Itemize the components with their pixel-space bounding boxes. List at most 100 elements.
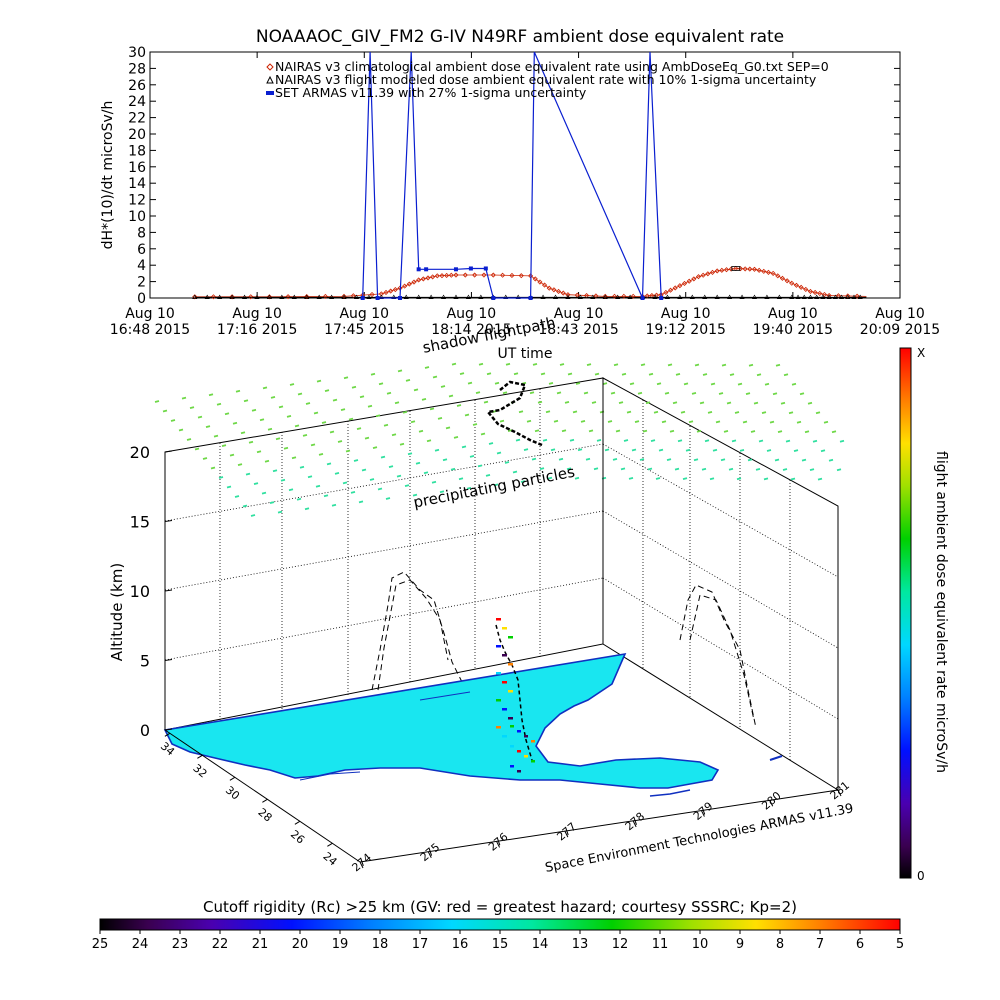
rigidity-tick-label: 13 [572,937,589,952]
particle-mark [572,410,578,414]
modeled-point [807,294,813,299]
particle-mark [567,372,573,376]
particle-mark [513,372,519,376]
climatological-point [425,275,431,281]
rigidity-colorbar-gradient [99,918,901,931]
modeled-point [739,294,745,299]
climatological-point [518,273,524,279]
particle-mark [421,398,427,401]
particle-mark [154,400,160,403]
flightpath-dose-mark [510,725,514,728]
precipitating-particles-annotation: precipitating particles [412,463,577,512]
rigidity-tick-label: 8 [776,937,784,952]
flightpath-upper [485,380,543,447]
particle-mark [242,504,248,508]
dose-colorbar: X 0 flight ambient dose equivalent rate … [899,346,949,883]
particle-mark [626,410,632,414]
climatological-point [817,290,823,297]
modeled-point [702,294,708,299]
particle-mark [234,495,240,498]
lat-tick-label: 32 [190,762,209,781]
flightpath-trace [485,380,543,773]
climatological-point [854,293,860,299]
particle-mark [640,363,646,367]
particle-mark [675,373,681,376]
x-tick-label-time: 18:14 2015 [431,322,511,338]
modeled-point [515,294,521,299]
particle-mark [280,478,286,482]
particle-mark [650,439,656,442]
particle-mark [461,445,467,449]
particle-mark [396,474,402,478]
x-tick-label-time: 18:43 2015 [538,322,618,338]
particle-mark [602,382,608,385]
particle-mark [424,366,430,369]
climatological-point [430,274,436,280]
rigidity-tick-label: 19 [332,937,349,952]
climatological-point [714,268,720,274]
particle-mark [297,392,303,396]
particle-mark [429,407,435,411]
particle-mark [577,448,583,452]
lon-tick-mark [837,789,842,797]
particle-mark [817,477,823,481]
modeled-point [789,294,795,299]
particle-mark [404,484,410,487]
particle-mark [807,401,813,405]
particle-mark [345,449,351,453]
armas-point [360,296,365,300]
particle-mark [531,457,537,461]
particle-mark [332,398,338,402]
particle-mark [342,481,348,485]
climatological-point [584,292,590,299]
particle-mark [804,430,810,434]
particle-mark [753,401,759,405]
modeled-point [266,294,272,299]
particle-mark [782,468,788,471]
armas-point [528,296,533,300]
particle-mark [593,467,599,471]
particle-mark [259,418,265,422]
climatological-point [821,291,828,298]
particle-mark [628,477,634,480]
lon-tick-label: 277 [554,820,578,843]
z-tick-label: 20 [130,443,150,462]
particle-mark [194,447,200,451]
flightpath-dose-mark [502,654,507,657]
particle-mark [745,392,751,395]
armas-point [453,267,458,272]
particle-mark [442,458,448,462]
particle-mark [645,401,651,405]
rigidity-colorbar-ticks: 25 24 23 22 21 20 19 18 17 16 15 14 13 12 11 10 9 8 7 6 5 [92,930,904,952]
modeled-point [615,294,621,299]
particle-mark [756,373,762,377]
rigidity-tick-label: 15 [492,937,509,952]
armas-point [491,296,496,300]
particle-mark [790,477,796,481]
particle-mark [677,439,683,443]
particle-mark [483,400,489,404]
particle-mark [539,467,545,470]
particle-mark [688,420,694,424]
particle-mark [189,406,195,409]
legend-entry-label: SET ARMAS v11.39 with 27% 1-sigma uncert… [275,85,587,100]
particle-mark [459,372,465,375]
particle-mark [591,401,597,404]
particle-mark [386,391,392,395]
particle-mark [378,382,384,386]
y-tick-label: 0 [137,291,146,307]
altitude-ticks: 0 5 10 15 20 [130,443,173,740]
particle-mark [469,455,475,458]
x-tick-label-time: 19:12 2015 [645,322,725,338]
climatological-point [765,269,772,275]
particle-mark [418,429,424,433]
particle-mark [221,444,227,447]
particle-mark [707,411,713,414]
particle-mark [575,382,581,385]
climatological-point [411,279,417,285]
particle-mark [712,448,718,452]
particle-mark [372,446,378,449]
particle-mark [316,379,322,383]
